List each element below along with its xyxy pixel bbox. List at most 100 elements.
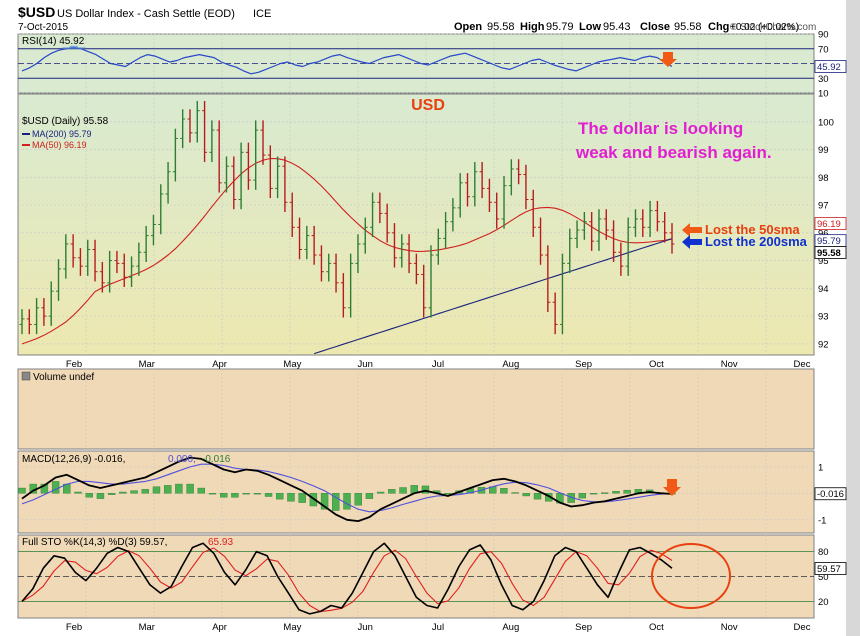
month-tick-label: Feb: [66, 622, 82, 633]
low-label: Low: [579, 21, 601, 33]
stochastic-tick-label: 50: [818, 572, 829, 583]
macd-histogram-bar: [388, 489, 396, 494]
month-tick-label: Feb: [66, 359, 82, 370]
rsi-tick-label: 90: [818, 30, 829, 41]
macd-histogram-bar: [119, 491, 127, 494]
rsi-overbought-fill: [62, 47, 71, 49]
rsi-overbought-fill: [77, 47, 86, 49]
macd-histogram-bar: [85, 493, 93, 498]
stochastic-k-line: [21, 542, 673, 615]
macd-histogram-bar: [612, 491, 620, 494]
macd-histogram-bar: [186, 483, 194, 494]
macd-tick-label: -1: [818, 515, 826, 526]
price-tick-label: 99: [818, 145, 829, 156]
month-tick-label: Dec: [794, 359, 811, 370]
macd-histogram-bar: [578, 493, 587, 499]
month-tick-label: Mar: [139, 622, 155, 633]
macd-histogram-bar: [399, 487, 407, 494]
macd-histogram-bar: [264, 493, 273, 497]
volume-label: Volume undef: [33, 372, 94, 383]
chg-label: Chg: [708, 21, 729, 33]
macd-signal-label: 0.000,: [168, 454, 196, 465]
rsi-tick-label: 10: [818, 89, 829, 100]
window-edge: [846, 0, 860, 636]
month-tick-label: Jun: [358, 622, 373, 633]
macd-histogram-bar: [242, 493, 250, 495]
macd-histogram-bar: [40, 483, 49, 494]
macd-histogram-bar: [376, 491, 385, 494]
price-tick-label: 98: [818, 173, 829, 184]
stochastic-last-value: 59.57: [817, 564, 841, 575]
month-tick-label: Dec: [794, 622, 811, 633]
close-last-value: 95.58: [817, 248, 841, 259]
chg-value: +0.02 (+0.02%): [730, 22, 799, 33]
price-tick-label: 100: [818, 117, 834, 128]
low-value: 95.43: [603, 21, 631, 33]
high-label: High: [520, 21, 545, 33]
macd-histogram-bar: [511, 492, 519, 494]
lost-200sma-arrow-icon: [682, 235, 702, 249]
month-tick-label: Nov: [721, 359, 738, 370]
month-tick-label: Apr: [212, 359, 227, 370]
month-tick-label: Sep: [575, 622, 592, 633]
usd-title: USD: [411, 97, 445, 114]
rsi-down-arrow-icon: [659, 52, 677, 67]
macd-histogram-bar: [287, 493, 295, 502]
month-tick-label: Mar: [139, 359, 155, 370]
macd-histogram-bar: [298, 493, 306, 503]
price-tick-label: 97: [818, 201, 829, 212]
macd-last-value-box: [814, 487, 847, 501]
macd-histogram-bar: [276, 493, 284, 500]
month-tick-label: May: [283, 359, 301, 370]
rsi-last-value: 45.92: [817, 62, 841, 73]
high-value: 95.79: [546, 21, 574, 33]
macd-histogram-bar: [601, 492, 609, 494]
month-tick-label: Aug: [502, 622, 519, 633]
stochastic-d-label: 65.93: [208, 537, 233, 548]
macd-histogram-bar: [107, 493, 116, 495]
chart-date: 7-Oct-2015: [18, 22, 68, 33]
macd-histogram-bar: [231, 493, 239, 498]
macd-histogram-bar: [18, 487, 26, 494]
macd-histogram-bar: [444, 493, 452, 495]
price-background: [17, 93, 815, 356]
rsi-last-value-box: [814, 60, 847, 73]
macd-histogram-bar: [343, 493, 351, 510]
month-tick-label: May: [283, 622, 301, 633]
month-tick-label: Jun: [358, 359, 373, 370]
macd-histogram-bar: [533, 493, 542, 500]
rsi-line: [21, 46, 673, 75]
macd-histogram-bar: [130, 490, 138, 494]
stochastic-tick-label: 80: [818, 547, 829, 558]
price-tick-label: 92: [818, 339, 829, 350]
instrument-name: US Dollar Index - Cash Settle (EOD): [57, 8, 235, 20]
macd-histogram-bar: [500, 488, 508, 494]
macd-histogram-bar: [220, 493, 228, 498]
exchange: ICE: [253, 8, 271, 20]
month-tick-label: Nov: [721, 622, 738, 633]
price-label: $USD (Daily) 95.58: [22, 116, 109, 127]
price-tick-label: 94: [818, 284, 829, 295]
macd-histogram-bar: [74, 491, 82, 494]
macd-histogram-bar: [141, 489, 149, 494]
rsi-overbought-fill: [69, 45, 78, 49]
ma200-legend-label: MA(200) 95.79: [32, 129, 92, 139]
lost-50sma-label: Lost the 50sma: [705, 222, 800, 237]
macd-histogram-bar: [522, 493, 531, 497]
ma200-line: [313, 238, 673, 355]
macd-label: MACD(12,26,9) -0.016,: [22, 454, 125, 465]
stochastic-d-line: [21, 547, 673, 613]
volume-background: [17, 368, 815, 450]
month-tick-label: Jul: [432, 359, 444, 370]
month-axes: Feb Mar Apr May Jun Jul Aug Sep Oct Nov Dec Feb Mar A…: [66, 359, 811, 633]
rsi-label: RSI(14) 45.92: [22, 36, 85, 47]
month-tick-label: Jul: [432, 622, 444, 633]
lost-200sma-label: Lost the 200sma: [705, 234, 808, 249]
volume-panel: Volume undef: [17, 368, 815, 450]
volume-legend-icon: [21, 371, 31, 381]
price-tick-label: 95: [818, 256, 829, 267]
watermark: © StockCharts.com: [730, 22, 816, 33]
